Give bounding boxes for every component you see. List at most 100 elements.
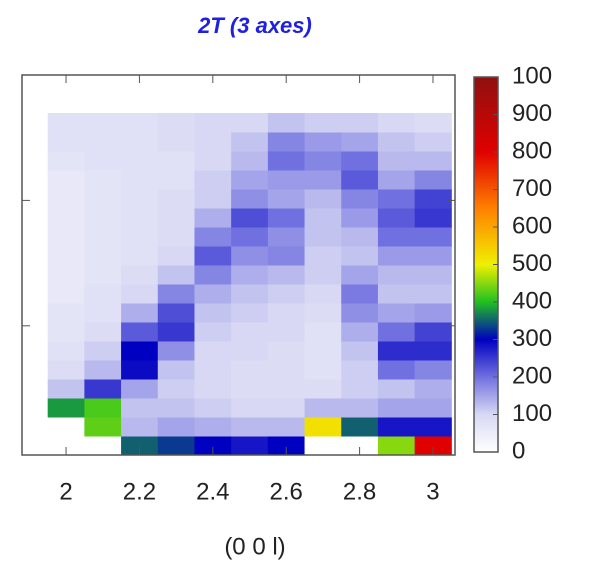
heat-cell xyxy=(157,322,195,342)
heat-cell xyxy=(414,132,452,152)
heat-cell xyxy=(157,170,195,190)
heat-cell xyxy=(194,398,232,418)
heat-cell xyxy=(194,151,232,171)
heat-cell xyxy=(84,227,122,247)
heat-cell xyxy=(121,379,159,399)
heat-cell xyxy=(47,341,85,361)
heat-cell xyxy=(267,113,306,133)
heat-cell xyxy=(341,436,379,456)
heat-cell xyxy=(304,322,342,342)
heat-cell xyxy=(194,322,232,342)
heat-cell xyxy=(414,341,452,361)
heat-cell xyxy=(267,303,306,323)
x-tick-label: 2.4 xyxy=(196,478,229,505)
heat-cell xyxy=(231,322,269,342)
heat-cell xyxy=(341,322,379,342)
heat-cell xyxy=(341,189,379,209)
heat-cell xyxy=(194,379,232,399)
heat-cell xyxy=(121,436,159,456)
heat-cell xyxy=(377,360,416,380)
heat-cell xyxy=(47,284,85,304)
heat-cell xyxy=(267,398,306,418)
heat-cell xyxy=(304,284,342,304)
heat-cell xyxy=(121,208,159,228)
heat-cell xyxy=(194,303,232,323)
heat-cell xyxy=(231,227,269,247)
heat-cell xyxy=(267,284,306,304)
heat-cell xyxy=(194,132,232,152)
heat-cell xyxy=(304,265,342,285)
heat-cell xyxy=(377,113,416,133)
heat-cell xyxy=(47,303,85,323)
heat-cell xyxy=(414,151,452,171)
heat-cell xyxy=(157,379,195,399)
heat-cell xyxy=(194,436,232,456)
heat-cell xyxy=(84,284,122,304)
heat-cell xyxy=(341,417,379,437)
heat-cell xyxy=(341,265,379,285)
heat-cell xyxy=(231,265,269,285)
plot-frame xyxy=(21,74,456,456)
heat-cell xyxy=(84,379,122,399)
heat-cell xyxy=(121,360,159,380)
heat-cell xyxy=(121,417,159,437)
heat-cell xyxy=(194,113,232,133)
heat-cell xyxy=(267,132,306,152)
heat-cell xyxy=(157,398,195,418)
heat-cell xyxy=(267,265,306,285)
heat-cell xyxy=(414,265,452,285)
heat-cell xyxy=(194,265,232,285)
heat-cell xyxy=(304,436,342,456)
heat-cell xyxy=(231,189,269,209)
heat-cell xyxy=(377,227,416,247)
heat-cell xyxy=(157,265,195,285)
heat-cell xyxy=(194,170,232,190)
heat-cell xyxy=(121,265,159,285)
heat-cell xyxy=(121,189,159,209)
heat-cell xyxy=(231,398,269,418)
heat-cell xyxy=(414,113,452,133)
heat-cell xyxy=(157,132,195,152)
heat-cell xyxy=(47,113,85,133)
heat-cell xyxy=(157,227,195,247)
heat-cell xyxy=(304,170,342,190)
x-axis-label: (0 0 l) xyxy=(224,533,285,560)
heat-cell xyxy=(231,341,269,361)
heat-cell xyxy=(377,322,416,342)
heat-cell xyxy=(231,436,269,456)
heat-cell xyxy=(84,341,122,361)
heat-cell xyxy=(84,208,122,228)
heat-cell xyxy=(231,151,269,171)
heat-cell xyxy=(47,170,85,190)
colorbar-tick-label: 100 xyxy=(512,62,552,89)
heat-cell xyxy=(47,360,85,380)
heat-cell xyxy=(377,265,416,285)
heat-cell xyxy=(121,132,159,152)
heat-cell xyxy=(47,265,85,285)
colorbar-tick-label: 800 xyxy=(512,137,552,164)
heat-cell xyxy=(47,322,85,342)
heat-cell xyxy=(121,303,159,323)
heat-cell xyxy=(377,132,416,152)
heat-cell xyxy=(414,227,452,247)
heat-cell xyxy=(377,303,416,323)
heat-cell xyxy=(84,360,122,380)
heat-cell xyxy=(267,341,306,361)
heat-cell xyxy=(414,322,452,342)
heat-cell xyxy=(304,360,342,380)
heat-cell xyxy=(194,360,232,380)
heat-cell xyxy=(121,170,159,190)
heat-cell xyxy=(377,436,416,456)
heat-cell xyxy=(267,170,306,190)
heat-cell xyxy=(84,398,122,418)
heat-cell xyxy=(84,417,122,437)
colorbar-tick-label: 400 xyxy=(512,287,552,314)
heat-cell xyxy=(84,436,122,456)
heat-cell xyxy=(47,227,85,247)
heat-cell xyxy=(377,398,416,418)
heat-cell xyxy=(121,322,159,342)
heat-cell xyxy=(377,284,416,304)
heat-cell xyxy=(194,284,232,304)
heat-cell xyxy=(341,170,379,190)
